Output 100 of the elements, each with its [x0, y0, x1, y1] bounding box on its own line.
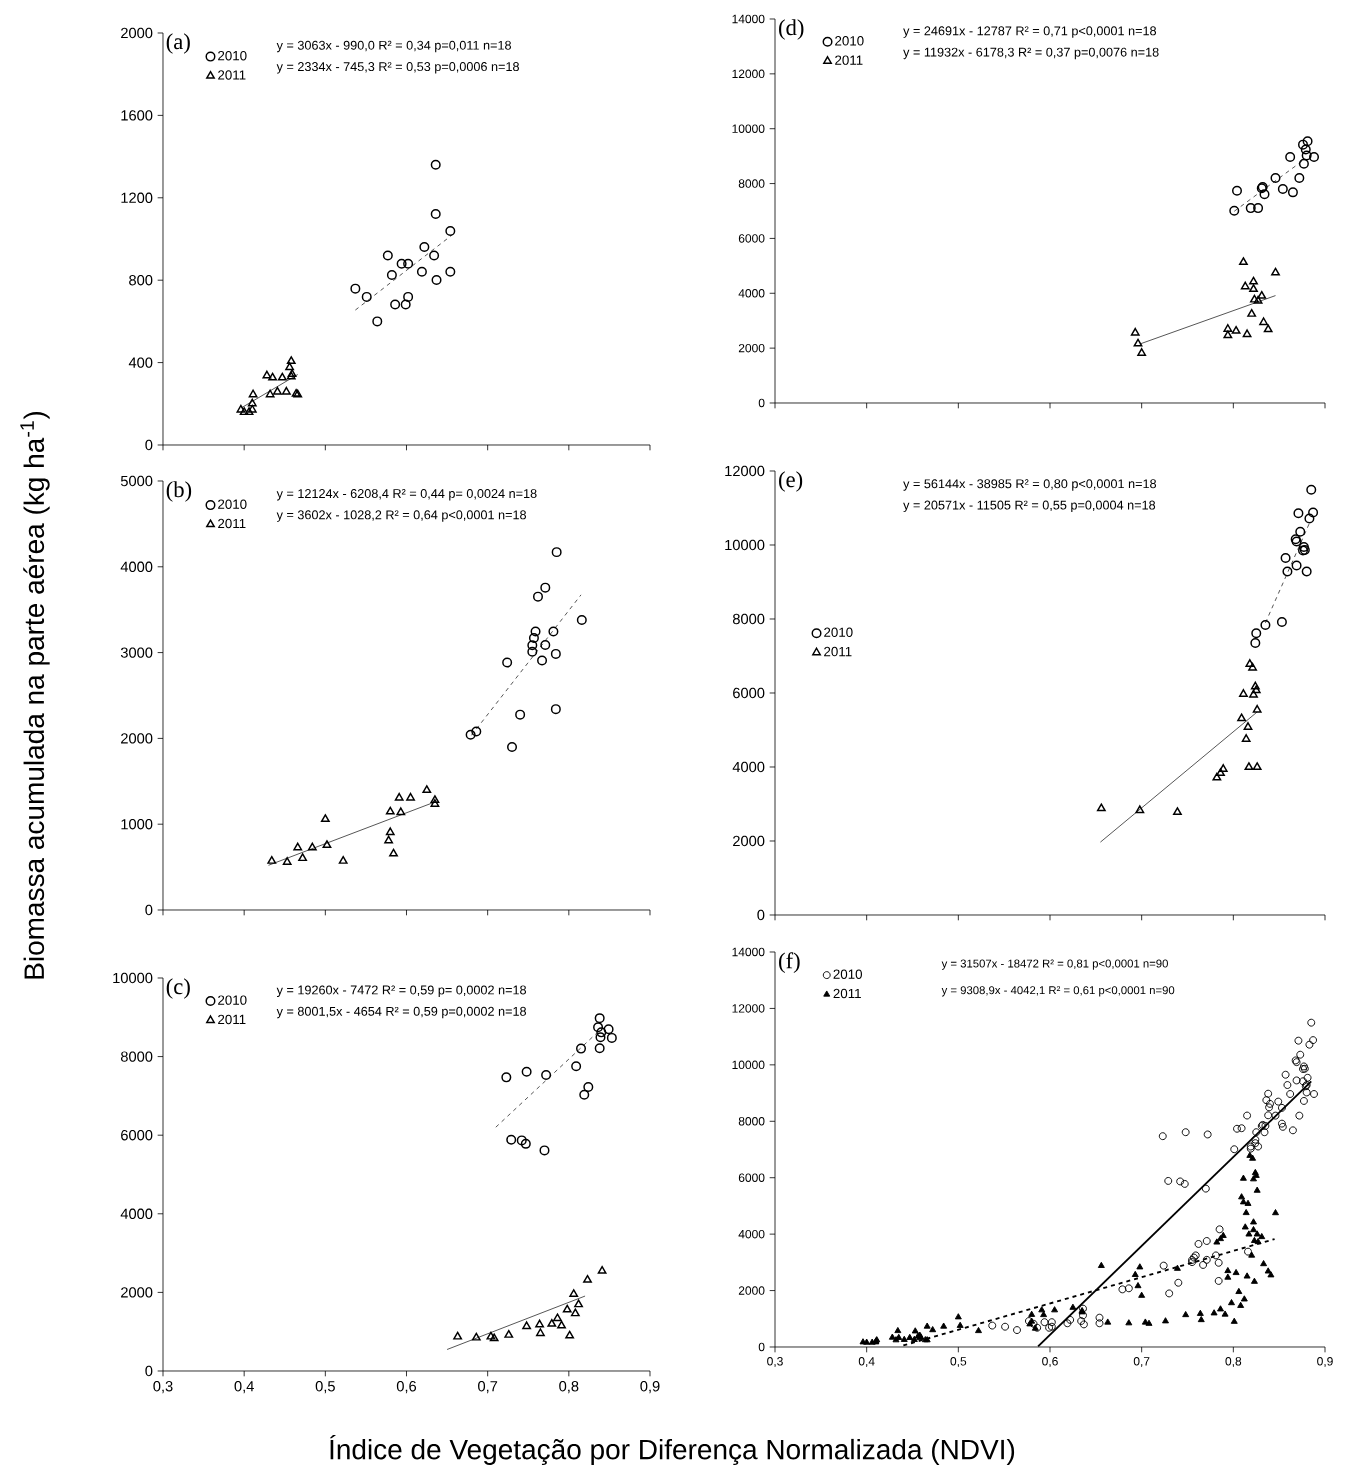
y-tick-label: 0 [145, 1365, 153, 1377]
point [535, 1319, 545, 1328]
annotation: y = 56144x - 38985 R² = 0,80 p<0,0001 n=18 [903, 479, 1157, 491]
point [403, 258, 414, 269]
annotation: y = 12124x - 6208,4 R² = 0,44 p= 0,0024 n=18 [276, 489, 537, 501]
point [390, 299, 401, 310]
chart-title: (d) [779, 19, 804, 40]
y-tick-label: 4000 [738, 289, 765, 298]
point [1130, 327, 1140, 336]
y-tick-label: 10000 [725, 539, 765, 551]
point [565, 1330, 575, 1339]
point [1253, 203, 1264, 214]
point [419, 242, 430, 253]
point [1301, 566, 1312, 577]
point [1248, 662, 1258, 671]
point [430, 209, 441, 220]
point [267, 855, 277, 864]
legend-label: 2010 [218, 499, 247, 509]
legend-label: 2010 [824, 627, 853, 637]
point [1249, 284, 1258, 293]
point [528, 633, 539, 644]
point [247, 398, 257, 407]
point [1252, 762, 1262, 771]
annotation: y = 9308,9x - 4042,1 R² = 0,61 p<0,0001 n=90 [941, 986, 1175, 997]
point [576, 1043, 587, 1054]
point [403, 291, 414, 302]
y-tick-label: 2000 [121, 27, 153, 39]
point [1137, 348, 1147, 356]
legend-label: 2011 [218, 70, 246, 80]
point [603, 1024, 614, 1035]
point [244, 407, 254, 416]
point [522, 1321, 532, 1330]
point [1251, 685, 1261, 694]
point [532, 591, 543, 602]
point [247, 404, 257, 413]
y-tick-label: 0 [757, 909, 765, 921]
point [1249, 689, 1258, 698]
y-tick-label: 5000 [120, 475, 153, 487]
point [593, 1022, 604, 1033]
legend-label: 2010 [218, 50, 247, 61]
y-tick-label: 1000 [121, 819, 153, 830]
point [1294, 173, 1305, 184]
point [396, 258, 407, 269]
y-tick-label: 1600 [121, 110, 153, 121]
point [361, 291, 372, 302]
point [1293, 508, 1304, 519]
point [597, 1265, 607, 1274]
point [1285, 152, 1296, 163]
point [530, 626, 541, 637]
point [539, 1145, 550, 1156]
chart-title: (e) [779, 471, 803, 492]
point [574, 1299, 584, 1308]
point [385, 806, 395, 815]
point [594, 1013, 605, 1024]
x-tick-label: 0,9 [1317, 1357, 1333, 1367]
point [1229, 205, 1240, 216]
point [1240, 281, 1250, 290]
point [1249, 294, 1259, 303]
y-tick-label: 8000 [732, 613, 765, 625]
point [1301, 150, 1312, 161]
point [583, 1082, 594, 1093]
point [1096, 803, 1106, 812]
point [416, 266, 427, 277]
point [1247, 308, 1257, 317]
annotation: y = 24691x - 12787 R² = 0,71 p<0,0001 n=18 [903, 26, 1157, 38]
y-tick-label: 0 [758, 398, 765, 408]
x-tick-label: 0,3 [153, 1381, 173, 1394]
point [1298, 158, 1309, 169]
point [547, 1318, 557, 1327]
y-tick-label: 6000 [733, 687, 765, 699]
x-tick-label: 0,8 [1225, 1357, 1242, 1367]
point [540, 639, 551, 650]
point [1263, 324, 1273, 333]
point [1295, 526, 1306, 537]
point [541, 1069, 552, 1080]
point [1270, 173, 1281, 184]
chart-title: (f) [779, 952, 800, 974]
point [504, 1329, 514, 1338]
point [594, 1043, 605, 1054]
x-tick-label: 0,7 [478, 1381, 498, 1394]
point [562, 1304, 572, 1313]
point [1237, 713, 1247, 722]
point [1291, 560, 1302, 571]
point [396, 807, 406, 816]
y-tick-label: 14000 [732, 947, 765, 957]
point [386, 270, 397, 281]
point [550, 704, 561, 715]
point [277, 372, 287, 381]
legend-label: 2010 [835, 36, 864, 46]
point [579, 1089, 590, 1100]
x-tick-label: 0,4 [234, 1381, 254, 1394]
point [293, 842, 303, 851]
point [1251, 628, 1262, 639]
legend-label: 2011 [833, 988, 861, 999]
point [548, 626, 559, 637]
point [595, 1032, 606, 1043]
legend-label: 2011 [218, 518, 246, 529]
y-tick-label: 12000 [732, 69, 765, 79]
point [445, 266, 456, 277]
point [520, 1138, 531, 1149]
